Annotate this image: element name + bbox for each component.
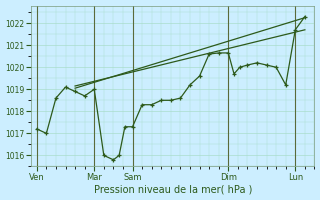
X-axis label: Pression niveau de la mer( hPa ): Pression niveau de la mer( hPa ) (93, 184, 252, 194)
